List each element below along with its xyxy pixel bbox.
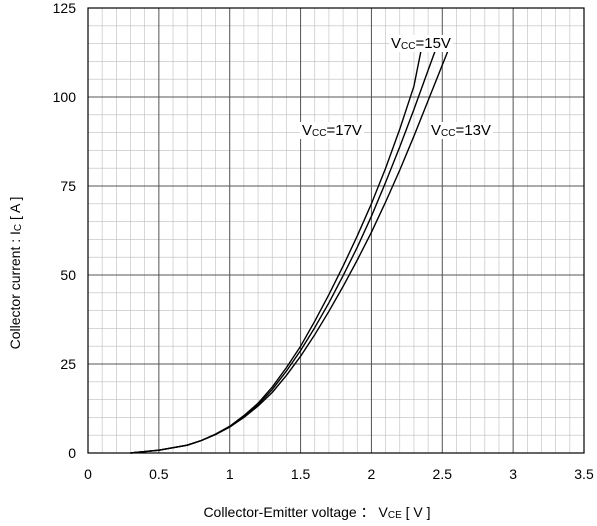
y-axis-label: Collector current : IC [ A ] — [7, 197, 24, 350]
x-tick-label: 0 — [84, 466, 92, 482]
series-line-1 — [130, 50, 422, 454]
y-tick-label: 25 — [60, 356, 76, 372]
x-tick-label: 3.5 — [574, 466, 594, 482]
x-tick-label: 1.5 — [291, 466, 311, 482]
series-label-3: VCC=13V — [431, 122, 491, 139]
x-tick-label: 2.5 — [433, 466, 453, 482]
series-label-background — [389, 35, 453, 52]
y-tick-labels: 0 25 50 75 100 125 — [53, 0, 77, 461]
y-tick-label: 125 — [53, 0, 77, 16]
y-tick-label: 100 — [53, 89, 77, 105]
x-tick-labels: 0 0.5 1 1.5 2 2.5 3 3.5 — [84, 466, 594, 482]
series-label-background — [429, 122, 493, 139]
x-tick-label: 0.5 — [149, 466, 169, 482]
y-tick-label: 50 — [60, 267, 76, 283]
curve-labels: VCC=17V VCC=15V VCC=13V — [300, 35, 493, 139]
series-line-2 — [130, 50, 436, 454]
series-line-3 — [130, 46, 451, 454]
series-label-2: VCC=15V — [391, 35, 451, 52]
series-label-1: VCC=17V — [302, 122, 362, 139]
x-tick-label: 3 — [509, 466, 517, 482]
minor-grid — [87, 7, 585, 454]
major-grid — [87, 7, 585, 454]
y-tick-label: 75 — [60, 178, 76, 194]
x-tick-label: 1 — [226, 466, 234, 482]
series-layer — [130, 46, 451, 454]
x-tick-label: 2 — [368, 466, 376, 482]
plot-frame — [87, 7, 585, 454]
x-axis-label: Collector-Emitter voltage ： VCE [ V ] — [203, 504, 430, 521]
series-label-background — [300, 122, 364, 139]
y-tick-label: 0 — [68, 445, 76, 461]
